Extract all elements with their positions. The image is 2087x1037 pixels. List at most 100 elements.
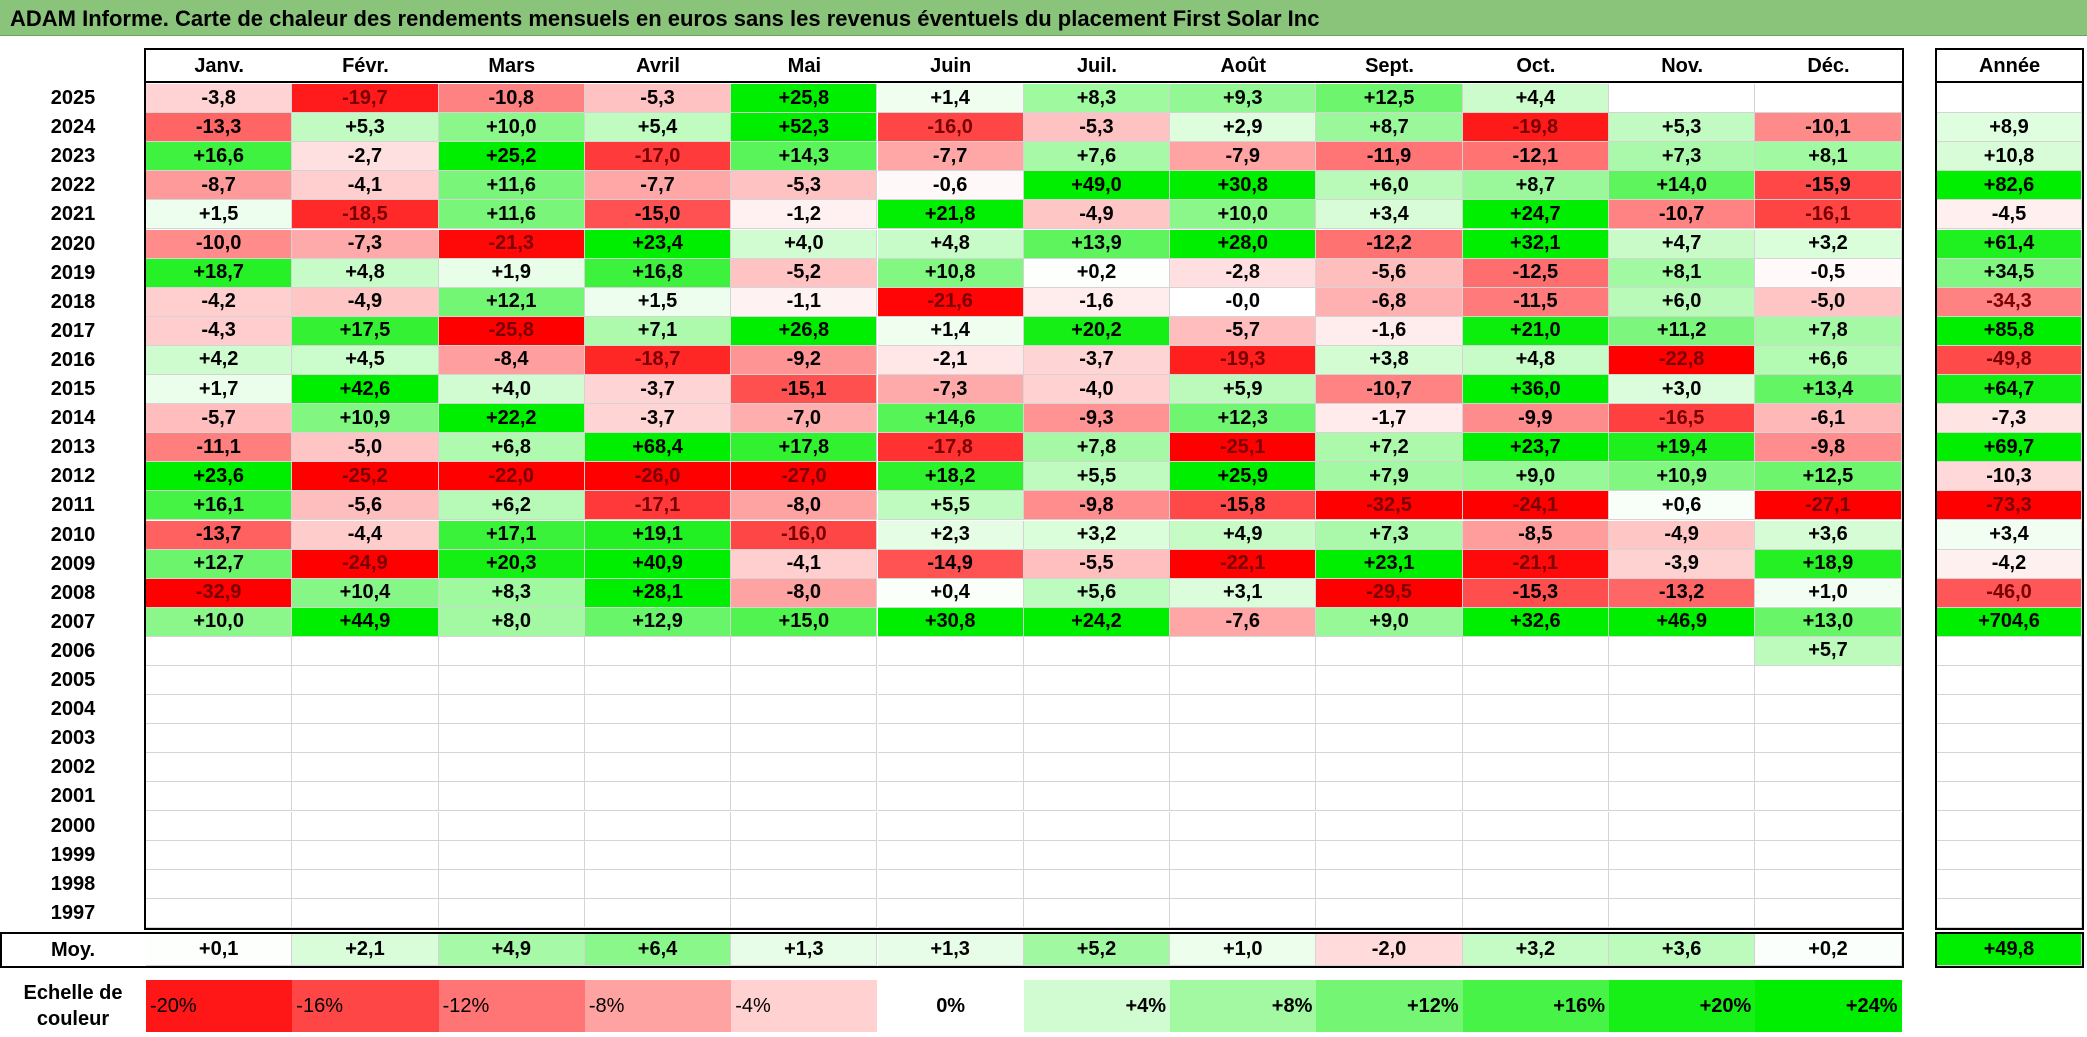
heatmap-cell	[1316, 666, 1463, 696]
year-label: 2021	[50, 203, 96, 226]
heatmap-cell: +19,1	[584, 520, 732, 550]
year-label: 2024	[50, 116, 96, 139]
month-header: Août	[1220, 55, 1267, 77]
heatmap-cell	[1755, 811, 1902, 841]
annual-cell	[1937, 724, 2082, 754]
heatmap-cell	[584, 636, 732, 666]
heatmap-cell: +3,2	[1023, 520, 1171, 550]
month-header: Juil.	[1076, 55, 1117, 77]
heatmap-cell: +7,1	[584, 316, 732, 346]
heatmap-cell: +6,0	[1609, 287, 1756, 317]
heatmap-cell	[438, 782, 585, 812]
heatmap-cell	[1462, 753, 1609, 783]
annual-cell	[1937, 84, 2082, 114]
heatmap-cell	[1170, 695, 1317, 725]
heatmap-cell	[1462, 782, 1609, 812]
annual-cell	[1937, 840, 2082, 870]
heatmap-cell	[1316, 782, 1463, 812]
heatmap-cell: +1,4	[877, 316, 1024, 346]
heatmap-cell: +52,3	[731, 113, 878, 143]
heatmap-cell: -7,6	[1170, 607, 1317, 637]
heatmap-cell	[584, 666, 732, 696]
heatmap-cell: +12,5	[1755, 462, 1902, 492]
year-label: 2013	[50, 436, 96, 459]
heatmap-cell	[1462, 898, 1609, 928]
heatmap-cell	[146, 898, 293, 928]
heatmap-cell: -1,7	[1316, 404, 1463, 434]
heatmap-cell	[1316, 753, 1463, 783]
year-label: 2018	[50, 290, 96, 313]
heatmap-cell: -21,6	[877, 287, 1024, 317]
heatmap-cell: +7,2	[1316, 433, 1463, 463]
heatmap-cell: -11,9	[1316, 142, 1463, 172]
heatmap-cell: +2,3	[877, 520, 1024, 550]
year-label: 2019	[50, 261, 96, 284]
month-header: Déc.	[1807, 55, 1850, 77]
heatmap-cell: +1,7	[146, 375, 293, 405]
heatmap-cell: -27,0	[731, 462, 878, 492]
heatmap-cell: -4,9	[292, 287, 439, 317]
heatmap-cell: -7,9	[1170, 142, 1317, 172]
heatmap-cell: +20,2	[1023, 316, 1171, 346]
heatmap-cell: -32,5	[1316, 491, 1463, 521]
heatmap-cell	[1755, 782, 1902, 812]
heatmap-cell: -10,1	[1755, 113, 1902, 143]
heatmap-cell: +44,9	[292, 607, 439, 637]
heatmap-cell	[146, 666, 293, 696]
average-cell: +1,3	[877, 934, 1024, 966]
heatmap-cell: -11,5	[1462, 287, 1609, 317]
heatmap-cell: -1,6	[1316, 316, 1463, 346]
average-cell: +0,2	[1755, 934, 1902, 966]
heatmap-cell: -16,5	[1609, 404, 1756, 434]
heatmap-cell: -3,7	[584, 404, 732, 434]
heatmap-cell: -9,9	[1462, 404, 1609, 434]
heatmap-cell	[146, 840, 293, 870]
heatmap-cell: -10,7	[1316, 375, 1463, 405]
heatmap-cell	[1316, 840, 1463, 870]
heatmap-cell: -22,8	[1609, 345, 1756, 375]
heatmap-cell: +8,0	[438, 607, 585, 637]
heatmap-cell: -18,5	[292, 200, 439, 230]
month-header: Avril	[636, 55, 680, 77]
year-label: 2010	[50, 523, 96, 546]
heatmap-cell: -29,5	[1316, 578, 1463, 608]
month-header: Mai	[787, 55, 821, 77]
heatmap-cell	[1755, 840, 1902, 870]
heatmap-cell	[1462, 840, 1609, 870]
heatmap-cell: +23,1	[1316, 549, 1463, 579]
year-label: 1997	[50, 901, 96, 924]
heatmap-cell	[1462, 724, 1609, 754]
annual-cell: -46,0	[1937, 578, 2082, 608]
chart-title: ADAM Informe. Carte de chaleur des rende…	[10, 6, 1320, 31]
heatmap-cell: +40,9	[584, 549, 732, 579]
heatmap-cell: +16,6	[146, 142, 293, 172]
heatmap-cell: +12,9	[584, 607, 732, 637]
heatmap-cell	[292, 782, 439, 812]
month-header: Juin	[930, 55, 972, 77]
heatmap-cell: +23,6	[146, 462, 293, 492]
year-label: 2023	[50, 145, 96, 168]
heatmap-cell: +42,6	[292, 375, 439, 405]
heatmap-cell	[1609, 898, 1756, 928]
annual-cell: +64,7	[1937, 375, 2082, 405]
heatmap-cell: +3,6	[1755, 520, 1902, 550]
heatmap-cell	[877, 840, 1024, 870]
heatmap-cell	[877, 869, 1024, 899]
heatmap-cell	[1755, 724, 1902, 754]
heatmap-cell: -5,3	[584, 84, 732, 114]
heatmap-cell	[584, 695, 732, 725]
heatmap-cell: +30,8	[877, 607, 1024, 637]
heatmap-cell	[1170, 869, 1317, 899]
heatmap-cell: -1,2	[731, 200, 878, 230]
heatmap-cell: +9,3	[1170, 84, 1317, 114]
heatmap-cell: +7,8	[1755, 316, 1902, 346]
heatmap-cell: +13,4	[1755, 375, 1902, 405]
heatmap-cell	[1755, 666, 1902, 696]
heatmap-cell: +2,9	[1170, 113, 1317, 143]
heatmap-cell: -26,0	[584, 462, 732, 492]
heatmap-cell	[1609, 695, 1756, 725]
year-label: 2020	[50, 232, 96, 255]
heatmap-cell: -0,6	[877, 171, 1024, 201]
heatmap-cell	[1755, 869, 1902, 899]
heatmap-cell	[1170, 636, 1317, 666]
